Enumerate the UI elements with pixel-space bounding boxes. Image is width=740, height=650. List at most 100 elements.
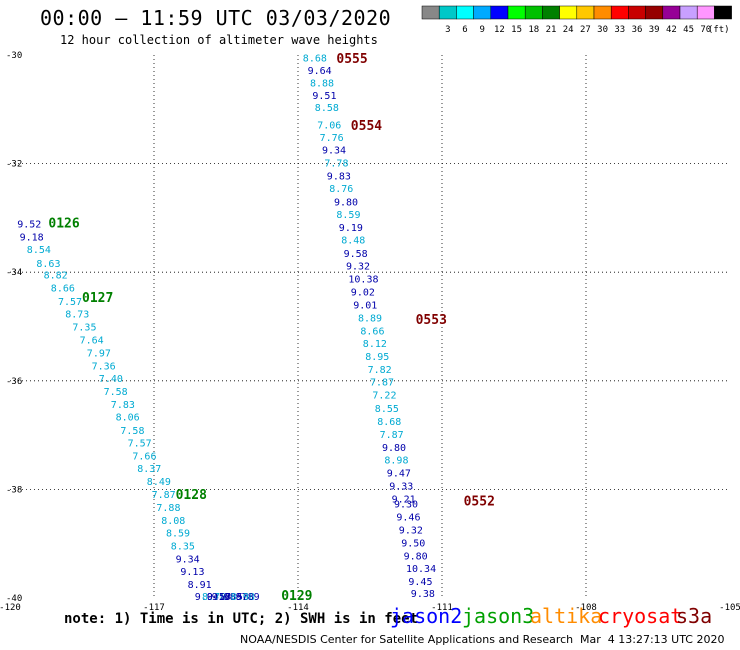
legend-swatch — [696, 5, 715, 20]
wave-height-value: 7.57 — [58, 297, 82, 308]
wave-height-value: 8.58 — [315, 103, 339, 114]
lat-tick-label: -30 — [6, 51, 22, 61]
legend-tick-label: 24 — [563, 25, 574, 35]
legend-tick-label: 21 — [546, 25, 557, 35]
pass-number-label: 0127 — [82, 291, 113, 306]
wave-height-value: 9.19 — [339, 223, 363, 234]
wave-height-value: 8.54 — [27, 245, 51, 256]
legend-swatch — [490, 5, 509, 20]
wave-height-value: 7.06 — [317, 120, 341, 131]
wave-height-value: 9.34 — [322, 145, 346, 156]
wave-height-value: 8.48 — [341, 235, 365, 246]
wave-height-value: 9.04 — [195, 592, 219, 603]
wave-height-value: 9.18 — [20, 233, 44, 244]
legend-swatch — [576, 5, 595, 20]
wave-height-value: 9.30 — [394, 499, 418, 510]
wave-height-value: 9.13 — [180, 567, 204, 578]
wave-height-value: 9.80 — [382, 443, 406, 454]
wave-height-value: 8.73 — [65, 309, 89, 320]
wave-height-readings: 8.689.648.889.518.587.067.769.347.789.83… — [17, 54, 436, 603]
wave-height-value: 10.34 — [406, 564, 436, 575]
legend-swatch — [610, 5, 629, 20]
wave-height-value: 8.66 — [51, 284, 75, 295]
legend-swatch — [714, 5, 732, 20]
legend-tick-label: 42 — [666, 25, 677, 35]
wave-height-value: 8.98 — [384, 455, 408, 466]
legend-tick-label: 15 — [511, 25, 522, 35]
wave-height-value: 9.87 — [224, 592, 248, 603]
wave-height-value: 9.45 — [408, 577, 432, 588]
lat-tick-label: -34 — [6, 268, 22, 278]
wave-height-value: 7.82 — [368, 365, 392, 376]
map-grid — [10, 55, 730, 598]
wave-height-value: 10.38 — [348, 275, 378, 286]
legend-swatch — [456, 5, 474, 20]
wave-height-value: 8.76 — [329, 184, 353, 195]
satellite-jason3: jason3 — [462, 604, 535, 628]
wave-height-value: 8.12 — [363, 339, 387, 350]
lon-tick-label: -108 — [575, 603, 597, 613]
wave-height-value: 7.58 — [120, 426, 144, 437]
pass-labels: 0555 0554 0553 0552 0126 0127 0128 0129 — [48, 52, 495, 604]
legend-swatch — [542, 5, 560, 20]
wave-height-value: 7.87 — [370, 378, 394, 389]
legend-tick-label: 18 — [528, 25, 539, 35]
pass-number-label: 0554 — [351, 119, 382, 134]
wave-height-value: 7.22 — [372, 391, 396, 402]
legend-swatch — [421, 5, 440, 20]
footer-timestamp: Mar 4 13:27:13 UTC 2020 — [580, 633, 725, 646]
wave-height-value: 8.37 — [137, 464, 161, 475]
wave-height-value: 9.50 — [401, 538, 425, 549]
footer-credit: NOAA/NESDIS Center for Satellite Applica… — [240, 633, 574, 646]
wave-height-value: 8.08 — [161, 516, 185, 527]
satellite-jason2: jason2 — [390, 604, 463, 628]
wave-height-value: 9.57 — [207, 592, 231, 603]
wave-height-value: 7.40 — [99, 374, 123, 385]
map-axes: -120 -117 -114 -111 -108 -105 -30 -32 -34 -36 -38 -… — [0, 51, 740, 613]
wave-height-value: 8.59 — [336, 210, 360, 221]
legend-swatch — [628, 5, 646, 20]
legend-tick-label: 9 — [479, 25, 484, 35]
wave-height-value: 7.36 — [92, 361, 116, 372]
legend-tick-label: 33 — [614, 25, 625, 35]
legend-swatch — [473, 5, 492, 20]
lat-tick-label: -38 — [6, 485, 22, 495]
wave-height-value: 7.87 — [380, 430, 404, 441]
wave-height-value: 10.56 — [219, 592, 249, 603]
wave-height-value: 8.78 — [202, 592, 226, 603]
legend-tick-label: 39 — [649, 25, 660, 35]
wave-height-value: 9.58 — [344, 249, 368, 260]
wave-height-value: 8.88 — [310, 78, 334, 89]
wave-height-value: 7.57 — [128, 439, 152, 450]
lon-tick-label: -120 — [0, 603, 21, 613]
legend-tick-label: 3 — [445, 25, 450, 35]
legend-tick-label: 45 — [683, 25, 694, 35]
wave-height-value: 7.97 — [87, 348, 111, 359]
wave-height-value: 9.68 — [212, 592, 236, 603]
wave-height-value: 8.68 — [377, 417, 401, 428]
wave-height-value: 9.52 — [17, 220, 41, 231]
legend-swatch — [524, 5, 543, 20]
wave-height-value: 9.32 — [399, 525, 423, 536]
wave-height-value: 8.66 — [360, 327, 384, 338]
lon-tick-label: -111 — [431, 603, 453, 613]
page-subtitle: 12 hour collection of altimeter wave hei… — [60, 33, 378, 47]
lon-tick-label: -105 — [719, 603, 740, 613]
wave-height-value: 9.33 — [389, 481, 413, 492]
wave-height-value: 9.38 — [411, 589, 435, 600]
wave-height-value: 7.64 — [80, 335, 104, 346]
wave-height-value: 9.32 — [346, 261, 370, 272]
legend-tick-label: 27 — [580, 25, 591, 35]
lat-tick-label: -36 — [6, 377, 22, 387]
wave-height-value: 7.83 — [111, 400, 135, 411]
wave-height-value: 7.66 — [132, 452, 156, 463]
wave-height-value: 7.35 — [72, 322, 96, 333]
wave-height-value: 7.87 — [152, 490, 176, 501]
wave-height-value: 8.49 — [147, 477, 171, 488]
wave-height-value: 8.35 — [171, 542, 195, 553]
wave-height-value: 7.58 — [104, 387, 128, 398]
wave-height-value: 8.06 — [116, 412, 140, 423]
legend-tick-label: 36 — [632, 25, 643, 35]
